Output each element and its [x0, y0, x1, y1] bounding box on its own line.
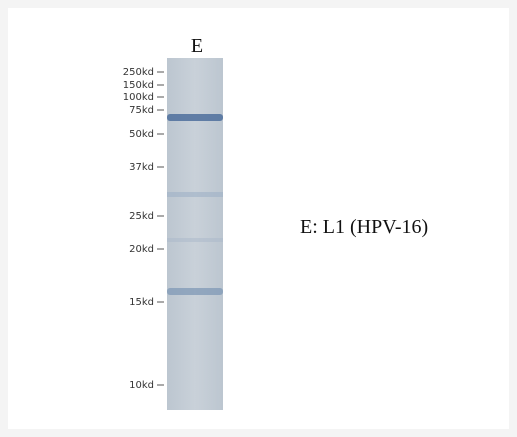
- marker-label: 250kd: [123, 67, 154, 78]
- legend: E: L1 (HPV-16): [300, 216, 428, 238]
- marker-label: 100kd: [123, 92, 154, 103]
- marker-label: 15kd: [129, 297, 154, 308]
- panel: [8, 8, 509, 429]
- band: [167, 238, 223, 242]
- band: [167, 288, 223, 295]
- band: [167, 192, 223, 197]
- marker-label: 37kd: [129, 162, 154, 173]
- marker-label: 20kd: [129, 244, 154, 255]
- marker-label: 75kd: [129, 105, 154, 116]
- band: [167, 114, 223, 121]
- gel-lane: [167, 58, 223, 410]
- lane-label: E: [191, 35, 203, 57]
- marker-label: 25kd: [129, 211, 154, 222]
- marker-label: 10kd: [129, 380, 154, 391]
- marker-label: 50kd: [129, 129, 154, 140]
- marker-label: 150kd: [123, 80, 154, 91]
